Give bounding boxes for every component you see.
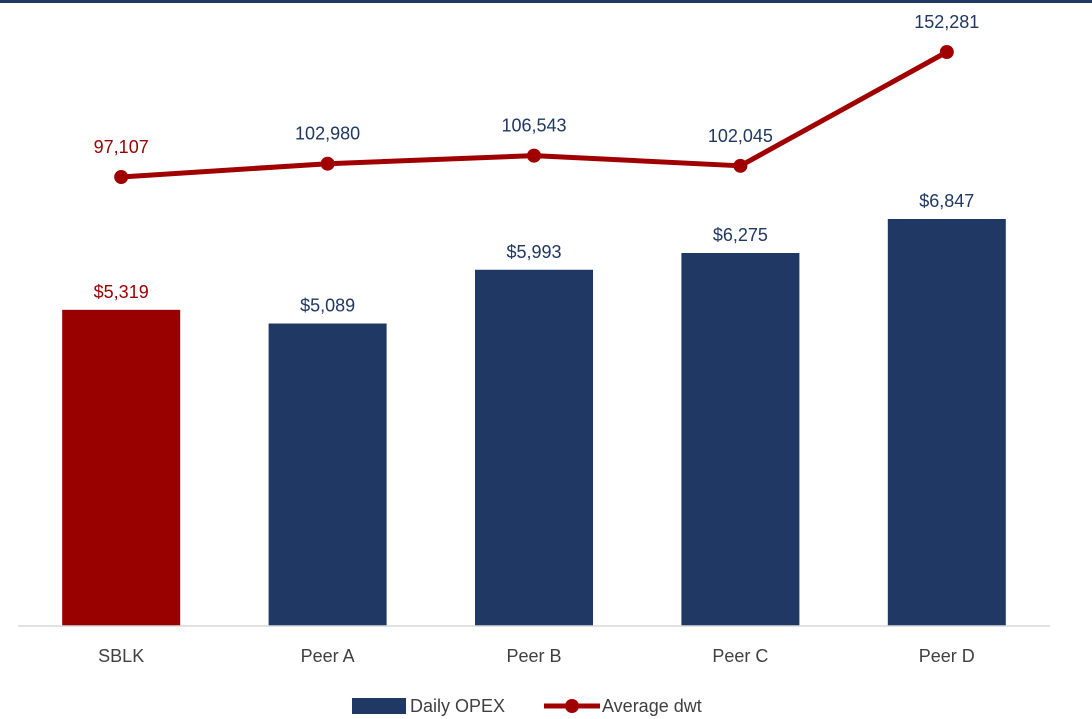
labels-layer: $5,319 $5,089 $5,993 $6,275 $6,847 97,107 102,… — [94, 12, 980, 315]
bar-value-label: $5,319 — [94, 282, 149, 302]
legend-label-daily-opex: Daily OPEX — [410, 696, 505, 716]
line-point — [320, 156, 335, 171]
line-point — [733, 158, 748, 173]
bar-value-label: $5,993 — [506, 242, 561, 262]
line-value-label: 102,045 — [708, 126, 773, 146]
bar-peer-a — [268, 323, 387, 626]
x-tick-label: SBLK — [98, 646, 144, 666]
bars-layer — [62, 219, 1006, 627]
legend-swatch-average-dwt-marker — [565, 699, 579, 713]
line-point — [114, 170, 129, 184]
line-value-label: 152,281 — [914, 12, 979, 32]
bar-peer-b — [475, 269, 593, 626]
bar-peer-c — [681, 253, 800, 627]
bar-value-label: $6,275 — [713, 225, 768, 245]
line-value-label: 102,980 — [295, 124, 360, 144]
x-tick-label: Peer A — [301, 646, 355, 666]
x-tick-label: Peer D — [919, 646, 975, 666]
legend-label-average-dwt: Average dwt — [602, 696, 702, 716]
ticks-layer: SBLK Peer A Peer B Peer C Peer D — [98, 646, 975, 666]
bar-value-label: $6,847 — [919, 191, 974, 211]
x-tick-label: Peer B — [506, 646, 561, 666]
x-tick-label: Peer C — [712, 646, 768, 666]
bar-sblk — [62, 309, 181, 626]
bar-value-label: $5,089 — [300, 295, 355, 315]
line-point — [939, 45, 954, 59]
line-value-label: 97,107 — [94, 137, 149, 157]
bar-peer-d — [887, 219, 1006, 626]
legend: Daily OPEX Average dwt — [352, 696, 702, 716]
line-layer — [114, 45, 954, 184]
line-value-label: 106,543 — [501, 116, 566, 136]
line-point — [527, 148, 541, 163]
legend-swatch-daily-opex — [352, 698, 406, 714]
